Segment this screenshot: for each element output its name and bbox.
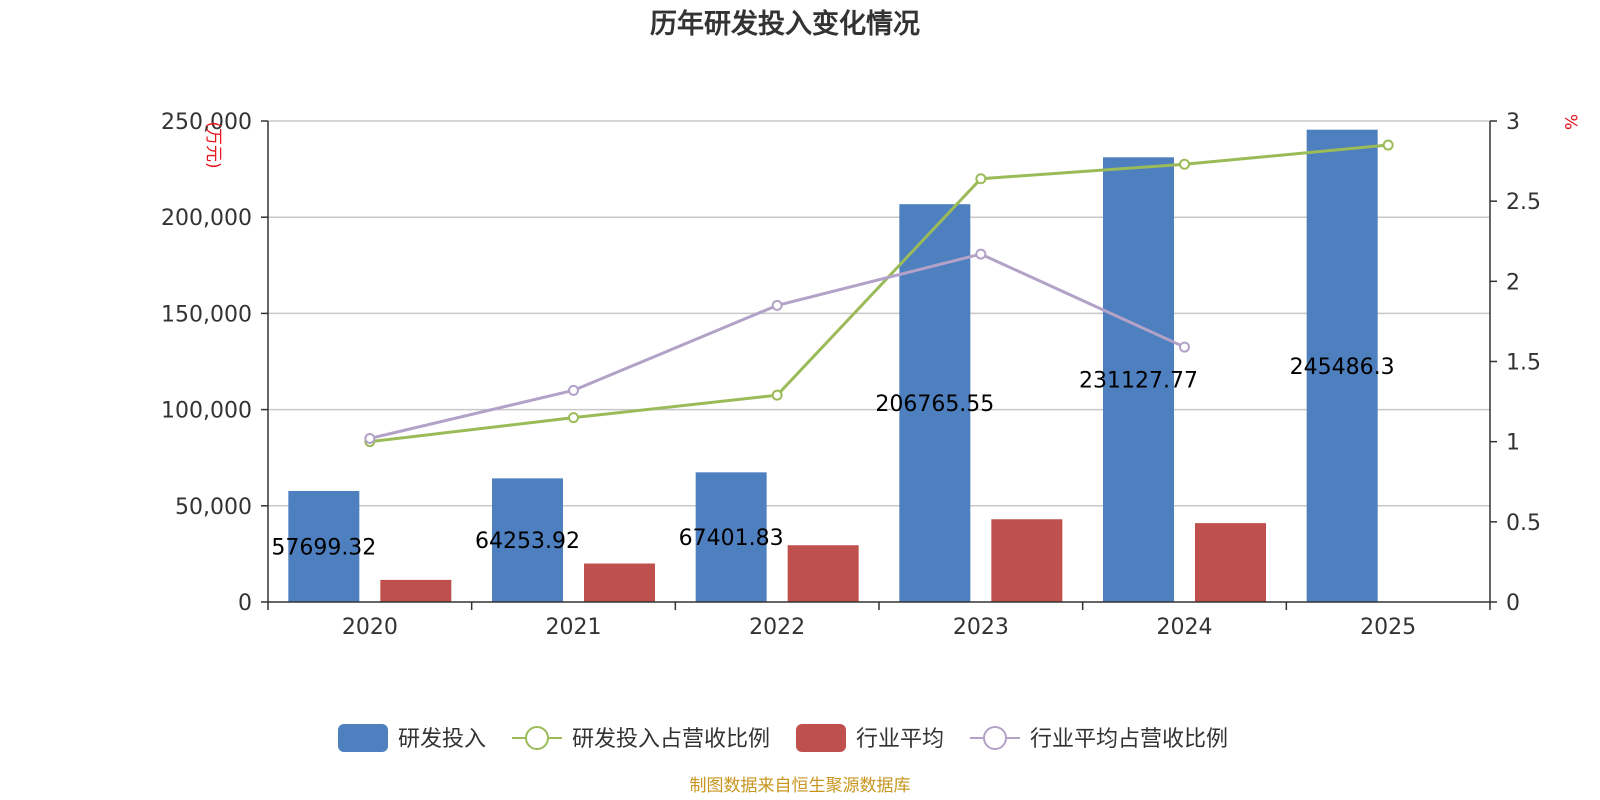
axes: 0 50,000 100,000 150,000 200,000 250,000 0 0.5 1… <box>161 110 1541 640</box>
line-point <box>771 389 783 401</box>
line-point <box>975 173 987 185</box>
left-axis-tick-label: 200,000 <box>161 206 252 231</box>
x-axis-tick-label: 2025 <box>1360 615 1416 640</box>
line-point <box>975 248 987 260</box>
lines <box>364 139 1394 448</box>
line-point <box>1179 341 1190 353</box>
legend-label: 研发投入占营收比例 <box>572 727 770 752</box>
line-point <box>771 299 783 311</box>
line-series-1 <box>369 143 1389 444</box>
left-axis-tick-label: 150,000 <box>161 302 252 327</box>
line-series-3 <box>369 252 1186 440</box>
right-axis-tick-label: 3 <box>1506 110 1520 135</box>
legend: 研发投入 研发投入占营收比例 行业平均 行业平均占营收比例 <box>338 724 1228 752</box>
left-axis-tick-label: 0 <box>238 591 252 616</box>
line-point <box>1179 158 1190 170</box>
line-point <box>364 432 376 444</box>
bar-rd <box>288 490 360 602</box>
right-axis-tick-label: 2 <box>1506 270 1520 295</box>
data-labels: 57699.32 64253.92 67401.83 206765.55 231127.… <box>271 355 1394 561</box>
line-point <box>1382 139 1394 151</box>
right-axis-tick-label: 1.5 <box>1506 351 1541 376</box>
x-axis-tick-label: 2022 <box>749 615 805 640</box>
line-point <box>568 412 579 424</box>
right-axis-tick-label: 0.5 <box>1506 511 1541 536</box>
bar-data-label: 245486.3 <box>1290 355 1395 380</box>
bar-rd <box>695 472 767 602</box>
x-axis-tick-label: 2021 <box>546 615 602 640</box>
bar-industry <box>1195 523 1266 602</box>
legend-label: 研发投入 <box>398 727 486 752</box>
right-axis-tick-label: 1 <box>1506 431 1520 456</box>
bar-rd <box>1103 157 1174 602</box>
left-axis-tick-label: 100,000 <box>161 399 252 424</box>
line-point <box>568 384 579 396</box>
left-axis-tick-label: 250,000 <box>161 110 252 135</box>
left-axis-unit: (万元) <box>203 121 223 168</box>
left-axis-tick-label: 50,000 <box>175 495 252 520</box>
bars <box>288 129 1378 602</box>
legend-swatch-bar <box>796 724 846 752</box>
chart-title: 历年研发投入变化情况 <box>650 8 920 40</box>
right-axis-unit: % <box>1560 114 1580 130</box>
bar-data-label: 231127.77 <box>1079 369 1198 394</box>
source-note: 制图数据来自恒生聚源数据库 <box>690 776 911 796</box>
bar-data-label: 67401.83 <box>679 526 784 551</box>
bar-rd <box>492 478 563 602</box>
legend-swatch-marker <box>525 726 549 750</box>
bar-data-label: 64253.92 <box>475 529 580 554</box>
x-axis-tick-label: 2024 <box>1157 615 1213 640</box>
right-axis-tick-label: 2.5 <box>1506 190 1541 215</box>
legend-label: 行业平均占营收比例 <box>1030 727 1228 752</box>
bar-industry <box>380 579 452 602</box>
bar-industry <box>584 563 655 602</box>
bar-data-label: 206765.55 <box>875 392 994 417</box>
legend-swatch-marker <box>983 726 1007 750</box>
bar-data-label: 57699.32 <box>271 535 376 560</box>
x-axis-tick-label: 2020 <box>342 615 398 640</box>
legend-label: 行业平均 <box>856 727 944 752</box>
right-axis-tick-label: 0 <box>1506 591 1520 616</box>
gridlines <box>268 120 1490 507</box>
bar-rd <box>1306 129 1378 602</box>
legend-swatch-bar <box>338 724 388 752</box>
bar-industry <box>991 519 1063 602</box>
x-axis-tick-label: 2023 <box>953 615 1009 640</box>
bar-industry <box>787 545 859 602</box>
